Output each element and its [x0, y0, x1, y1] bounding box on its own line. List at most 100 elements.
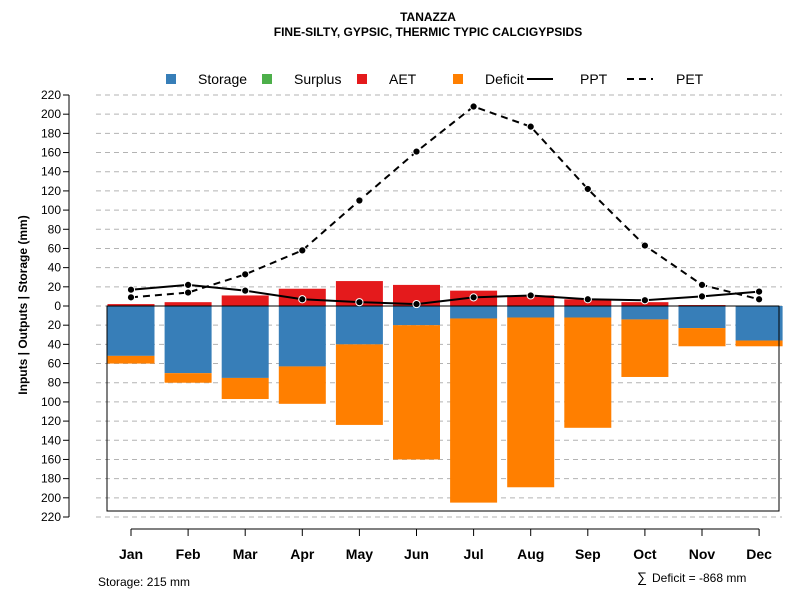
pet-point	[755, 295, 764, 304]
x-tick-label-sep: Sep	[575, 546, 601, 562]
x-tick-label-nov: Nov	[689, 546, 716, 562]
ppt-point	[184, 280, 193, 289]
aet-bar	[507, 295, 555, 306]
storage-bar	[278, 306, 326, 367]
y-tick-label: 180	[41, 126, 61, 140]
y-tick-label: 120	[41, 184, 61, 198]
pet-point	[640, 241, 650, 250]
plot-border	[106, 305, 780, 512]
pet-point	[355, 196, 364, 205]
legend-swatch-deficit	[453, 74, 463, 84]
y-tick-label: 220	[41, 510, 61, 524]
legend-swatch-storage	[166, 74, 176, 84]
y-tick-label: 20	[48, 318, 62, 332]
lines	[126, 102, 764, 309]
x-tick-label-oct: Oct	[633, 546, 657, 562]
ppt-point	[697, 292, 707, 301]
y-tick-label: 60	[48, 241, 62, 255]
y-tick-label: 220	[41, 88, 61, 102]
storage-bar	[507, 306, 555, 318]
x-tick-label-mar: Mar	[233, 546, 258, 562]
y-tick-label: 100	[41, 395, 61, 409]
deficit-bar	[621, 319, 669, 377]
x-tick-label-jul: Jul	[463, 546, 483, 562]
ppt-point	[526, 291, 535, 300]
ppt-point	[755, 287, 764, 296]
ppt-line	[130, 283, 760, 306]
deficit-bar	[164, 373, 212, 383]
bars	[107, 281, 783, 503]
ppt-point	[640, 296, 650, 305]
deficit-bar	[393, 325, 440, 460]
y-tick-label: 40	[48, 261, 62, 275]
aet-bar	[164, 302, 212, 306]
x-tick-label-aug: Aug	[517, 546, 544, 562]
legend-label-aet: AET	[389, 71, 417, 87]
ppt-point	[583, 295, 592, 304]
y-tick-label: 140	[41, 165, 61, 179]
y-tick-label: 80	[48, 376, 62, 390]
y-tick-label: 200	[41, 107, 61, 121]
x-tick-label-jan: Jan	[119, 546, 143, 562]
chart-title: TANAZZA	[400, 10, 456, 24]
pet-point	[526, 122, 535, 131]
pet-point	[583, 184, 592, 194]
sigma-symbol: ∑	[637, 569, 647, 585]
y-tick-label: 160	[41, 452, 61, 466]
storage-bar	[621, 306, 669, 320]
ppt-point	[241, 286, 250, 295]
pet-point	[697, 280, 707, 289]
x-tick-label-may: May	[346, 546, 373, 562]
deficit-bar	[678, 328, 726, 347]
y-tick-label: 180	[41, 472, 61, 486]
aet-bar	[221, 295, 269, 306]
x-tick-label-dec: Dec	[746, 546, 772, 562]
deficit-bar	[335, 344, 383, 425]
storage-bar	[164, 306, 212, 374]
deficit-bar	[507, 317, 555, 488]
x-tick-label-feb: Feb	[176, 546, 201, 562]
legend-swatch-surplus	[262, 74, 272, 84]
footer-storage: Storage: 215 mm	[98, 575, 190, 589]
legend-label-pet: PET	[676, 71, 704, 87]
legend-label-ppt: PPT	[580, 71, 608, 87]
ppt-point	[355, 298, 364, 307]
storage-bar	[393, 306, 440, 326]
x-tick-label-jun: Jun	[404, 546, 429, 562]
ppt-point	[412, 299, 421, 309]
y-axis-label: Inputs | Outputs | Storage (mm)	[16, 215, 30, 394]
legend: Storage Surplus AET Deficit PPT PET	[166, 71, 704, 87]
storage-bar	[221, 306, 269, 378]
ppt-point	[298, 295, 307, 304]
y-tick-label: 60	[48, 357, 62, 371]
storage-bar	[564, 306, 612, 318]
x-tick-label-apr: Apr	[290, 546, 315, 562]
legend-swatch-aet	[357, 74, 367, 84]
footer-deficit: Deficit = -868 mm	[652, 571, 746, 585]
y-tick-label: 40	[48, 337, 62, 351]
deficit-bar	[278, 366, 326, 404]
pet-point	[126, 293, 136, 302]
deficit-bar	[735, 340, 783, 347]
y-tick-label: 80	[48, 222, 62, 236]
storage-bar	[335, 306, 383, 345]
pet-line	[130, 105, 760, 301]
y-tick-label: 0	[54, 299, 61, 313]
legend-label-deficit: Deficit	[485, 71, 524, 87]
deficit-bar	[107, 355, 155, 364]
pet-point	[412, 147, 421, 156]
deficit-bar	[221, 377, 269, 400]
aet-bar	[107, 304, 155, 306]
chart-subtitle: FINE-SILTY, GYPSIC, THERMIC TYPIC CALCIG…	[274, 25, 582, 39]
ppt-point	[126, 285, 136, 294]
storage-bar	[107, 306, 155, 356]
y-tick-label: 140	[41, 433, 61, 447]
pet-point	[184, 288, 193, 297]
legend-label-storage: Storage	[198, 71, 247, 87]
pet-point	[241, 270, 250, 279]
y-tick-label: 120	[41, 414, 61, 428]
y-tick-label: 200	[41, 491, 61, 505]
ppt-point	[469, 293, 478, 302]
y-tick-label: 100	[41, 203, 61, 217]
